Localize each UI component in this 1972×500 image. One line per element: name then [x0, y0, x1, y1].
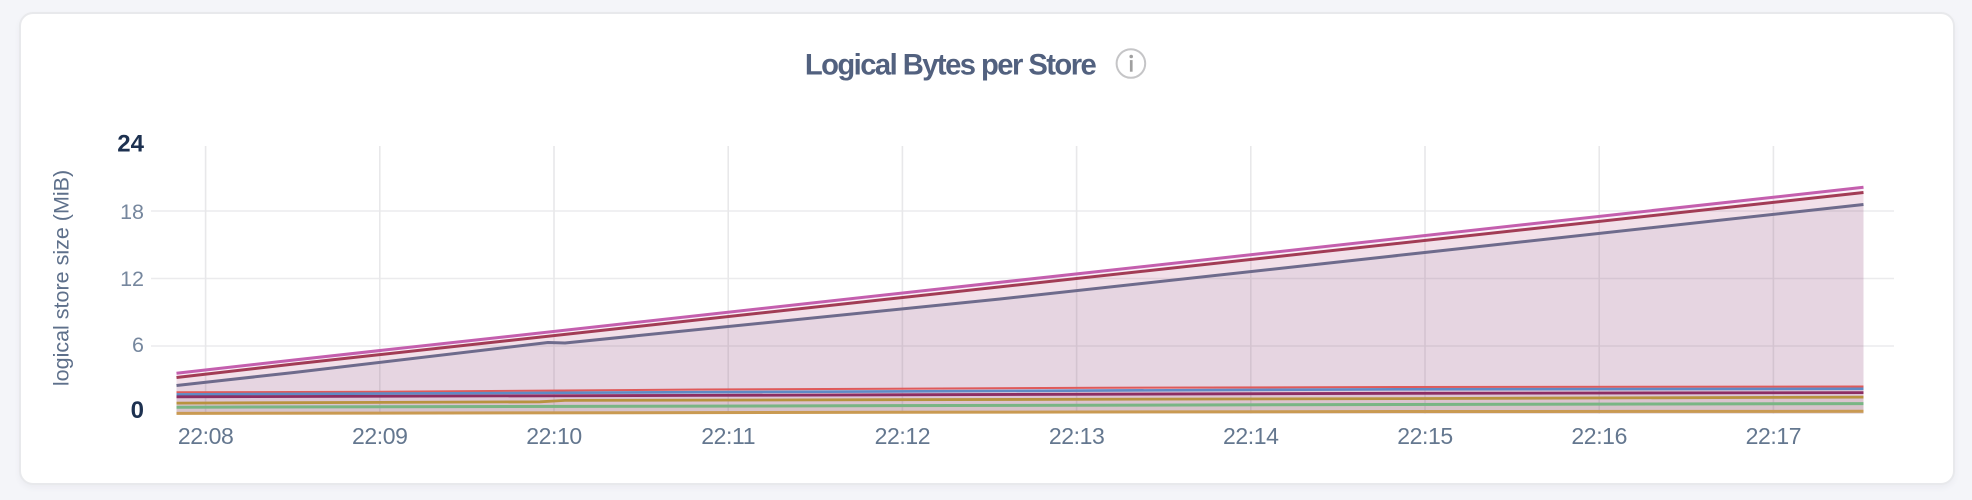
- svg-text:22:17: 22:17: [1746, 423, 1802, 449]
- svg-text:22:08: 22:08: [178, 423, 234, 449]
- svg-text:18: 18: [120, 200, 144, 224]
- svg-text:22:10: 22:10: [526, 423, 582, 449]
- svg-text:22:15: 22:15: [1397, 423, 1453, 449]
- svg-text:22:09: 22:09: [352, 423, 408, 449]
- svg-text:Logical Bytes per Store: Logical Bytes per Store: [805, 50, 1097, 82]
- svg-text:22:16: 22:16: [1571, 423, 1627, 449]
- svg-text:22:14: 22:14: [1223, 423, 1279, 449]
- svg-text:6: 6: [132, 333, 144, 357]
- svg-text:0: 0: [131, 397, 144, 424]
- svg-text:22:11: 22:11: [701, 423, 755, 449]
- svg-text:24: 24: [117, 131, 144, 158]
- svg-text:22:13: 22:13: [1049, 423, 1105, 449]
- svg-text:logical store size (MiB): logical store size (MiB): [50, 170, 74, 386]
- svg-text:22:12: 22:12: [875, 423, 931, 449]
- svg-text:12: 12: [120, 267, 144, 291]
